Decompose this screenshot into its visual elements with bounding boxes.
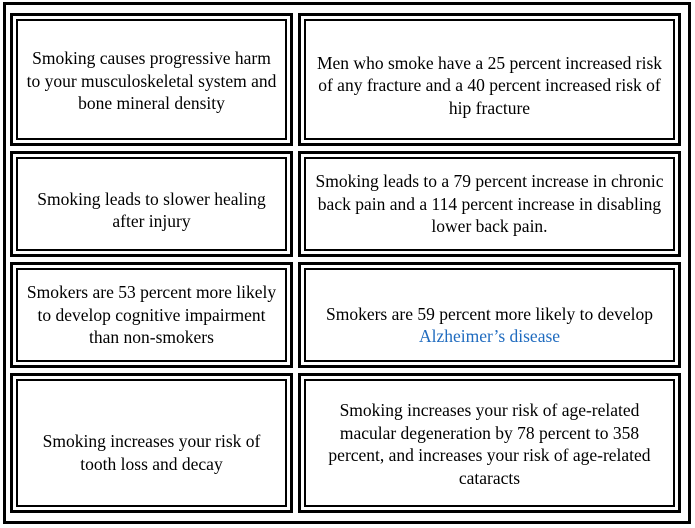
facts-table <box>3 2 691 524</box>
alzheimers-link[interactable]: Alzheimer’s disease <box>418 326 561 346</box>
fact-cell-musculoskeletal: Smoking causes progressive harm to your … <box>10 13 293 146</box>
fact-text: Smoking increases your risk of tooth los… <box>16 379 287 507</box>
fact-cell-macular-degeneration: Smoking increases your risk of age-relat… <box>298 373 681 513</box>
fact-cell-slower-healing: Smoking leads to slower healing after in… <box>10 151 293 257</box>
fact-text: Smoking leads to a 79 percent increase i… <box>304 157 675 251</box>
fact-text: Smoking increases your risk of age-relat… <box>304 379 675 507</box>
fact-text: Smokers are 53 percent more likely to de… <box>16 268 287 362</box>
fact-cell-back-pain: Smoking leads to a 79 percent increase i… <box>298 151 681 257</box>
fact-cell-fracture-risk: Men who smoke have a 25 percent increase… <box>298 13 681 146</box>
fact-cell-tooth-loss: Smoking increases your risk of tooth los… <box>10 373 293 513</box>
fact-text: Smoking leads to slower healing after in… <box>16 157 287 251</box>
fact-text: Smoking causes progressive harm to your … <box>16 19 287 140</box>
fact-cell-cognitive-impairment: Smokers are 53 percent more likely to de… <box>10 262 293 368</box>
fact-text: Men who smoke have a 25 percent increase… <box>304 19 675 140</box>
fact-text-part: Smokers are 59 percent more likely to de… <box>325 303 654 324</box>
fact-text: Smokers are 59 percent more likely to de… <box>304 268 675 362</box>
fact-cell-alzheimers: Smokers are 59 percent more likely to de… <box>298 262 681 368</box>
